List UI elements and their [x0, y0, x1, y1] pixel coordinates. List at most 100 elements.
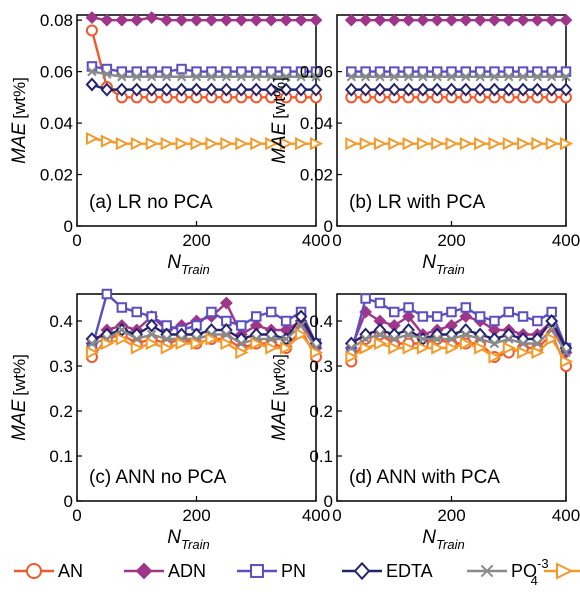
- y-tick-label: 0.1: [49, 447, 73, 466]
- data-point: [446, 72, 457, 82]
- data-point: [160, 13, 174, 27]
- series-pn: [346, 66, 572, 77]
- data-point: [388, 341, 402, 355]
- legend-label: AN: [58, 561, 83, 581]
- y-tick-label: 0.06: [300, 63, 333, 82]
- data-point: [279, 82, 293, 97]
- data-point: [190, 82, 203, 97]
- data-point: [130, 137, 144, 151]
- data-point: [249, 82, 263, 97]
- legend-marker: [480, 564, 494, 578]
- legend-label: PO-3 4: [511, 556, 549, 588]
- data-point: [432, 334, 442, 344]
- data-point: [345, 137, 359, 151]
- data-point: [504, 334, 514, 344]
- data-point: [402, 137, 416, 151]
- data-point: [235, 137, 249, 151]
- data-point: [115, 13, 129, 27]
- data-point: [473, 82, 487, 97]
- data-point: [251, 311, 262, 322]
- legend-item-po: PO-3 4: [467, 556, 549, 588]
- data-point: [145, 318, 159, 333]
- data-point: [221, 329, 232, 340]
- data-point: [431, 311, 443, 322]
- data-point: [266, 72, 276, 82]
- data-point: [115, 137, 130, 151]
- data-point: [416, 82, 430, 97]
- data-point: [545, 137, 559, 151]
- legend-label: EDTA: [386, 561, 433, 581]
- y-tick-label: 0: [64, 217, 73, 236]
- data-point: [100, 82, 114, 97]
- data-point: [161, 334, 172, 344]
- legend-marker: [353, 561, 371, 581]
- data-point: [220, 82, 233, 97]
- data-point: [502, 137, 516, 151]
- data-point: [102, 69, 112, 79]
- data-point: [132, 72, 142, 82]
- series-line: [350, 318, 568, 349]
- data-point: [117, 325, 127, 335]
- legend-label: PN: [281, 561, 306, 581]
- data-point: [359, 341, 373, 355]
- data-point: [265, 137, 279, 151]
- data-point: [461, 72, 471, 82]
- panel-label: (a) LR no PCA: [89, 192, 213, 213]
- data-point: [191, 72, 202, 82]
- data-point: [236, 338, 247, 349]
- data-point: [85, 77, 99, 92]
- legend-item-an: AN: [14, 561, 83, 581]
- data-point: [234, 82, 248, 97]
- data-point: [489, 315, 500, 327]
- data-point: [132, 334, 142, 344]
- data-point: [310, 137, 324, 151]
- panel-label: (b) LR with PCA: [349, 192, 486, 213]
- data-point: [249, 13, 263, 27]
- data-point: [280, 137, 294, 151]
- data-point: [294, 13, 308, 27]
- data-point: [531, 82, 544, 97]
- series-line: [91, 332, 317, 354]
- series-po43: [346, 325, 571, 358]
- data-point: [545, 332, 559, 346]
- data-point: [131, 306, 142, 318]
- data-point: [250, 336, 264, 351]
- data-point: [417, 311, 429, 322]
- data-point: [145, 336, 159, 351]
- data-point: [265, 341, 279, 355]
- y-axis-label: MAE[wt%]: [9, 354, 30, 441]
- data-point: [532, 315, 543, 327]
- data-point: [389, 306, 400, 318]
- data-point: [489, 72, 500, 82]
- data-point: [389, 334, 399, 344]
- data-point: [279, 13, 293, 27]
- data-point: [516, 82, 530, 97]
- y-tick-label: 0.04: [300, 114, 333, 133]
- legend-marker: [556, 562, 574, 580]
- series-line: [350, 328, 568, 354]
- data-point: [516, 13, 530, 27]
- series-line: [350, 332, 568, 367]
- data-point: [459, 310, 473, 323]
- data-point: [295, 327, 309, 342]
- series-line: [90, 30, 316, 99]
- data-point: [445, 82, 458, 97]
- data-point: [402, 82, 415, 97]
- data-point: [205, 137, 219, 151]
- data-point: [502, 82, 516, 97]
- data-point: [115, 332, 130, 346]
- data-point: [281, 72, 291, 82]
- data-point: [432, 72, 442, 82]
- data-point: [488, 137, 502, 151]
- data-point: [160, 137, 174, 151]
- data-point: [560, 354, 574, 369]
- data-point: [87, 66, 97, 77]
- x-tick-label: 200: [182, 231, 210, 250]
- data-point: [145, 82, 159, 97]
- x-tick-label: 0: [72, 506, 81, 525]
- data-point: [373, 13, 387, 27]
- data-point: [446, 306, 457, 318]
- data-point: [296, 72, 306, 82]
- y-tick-label: 0.02: [40, 166, 73, 185]
- legend-item-pn: PN: [237, 561, 306, 581]
